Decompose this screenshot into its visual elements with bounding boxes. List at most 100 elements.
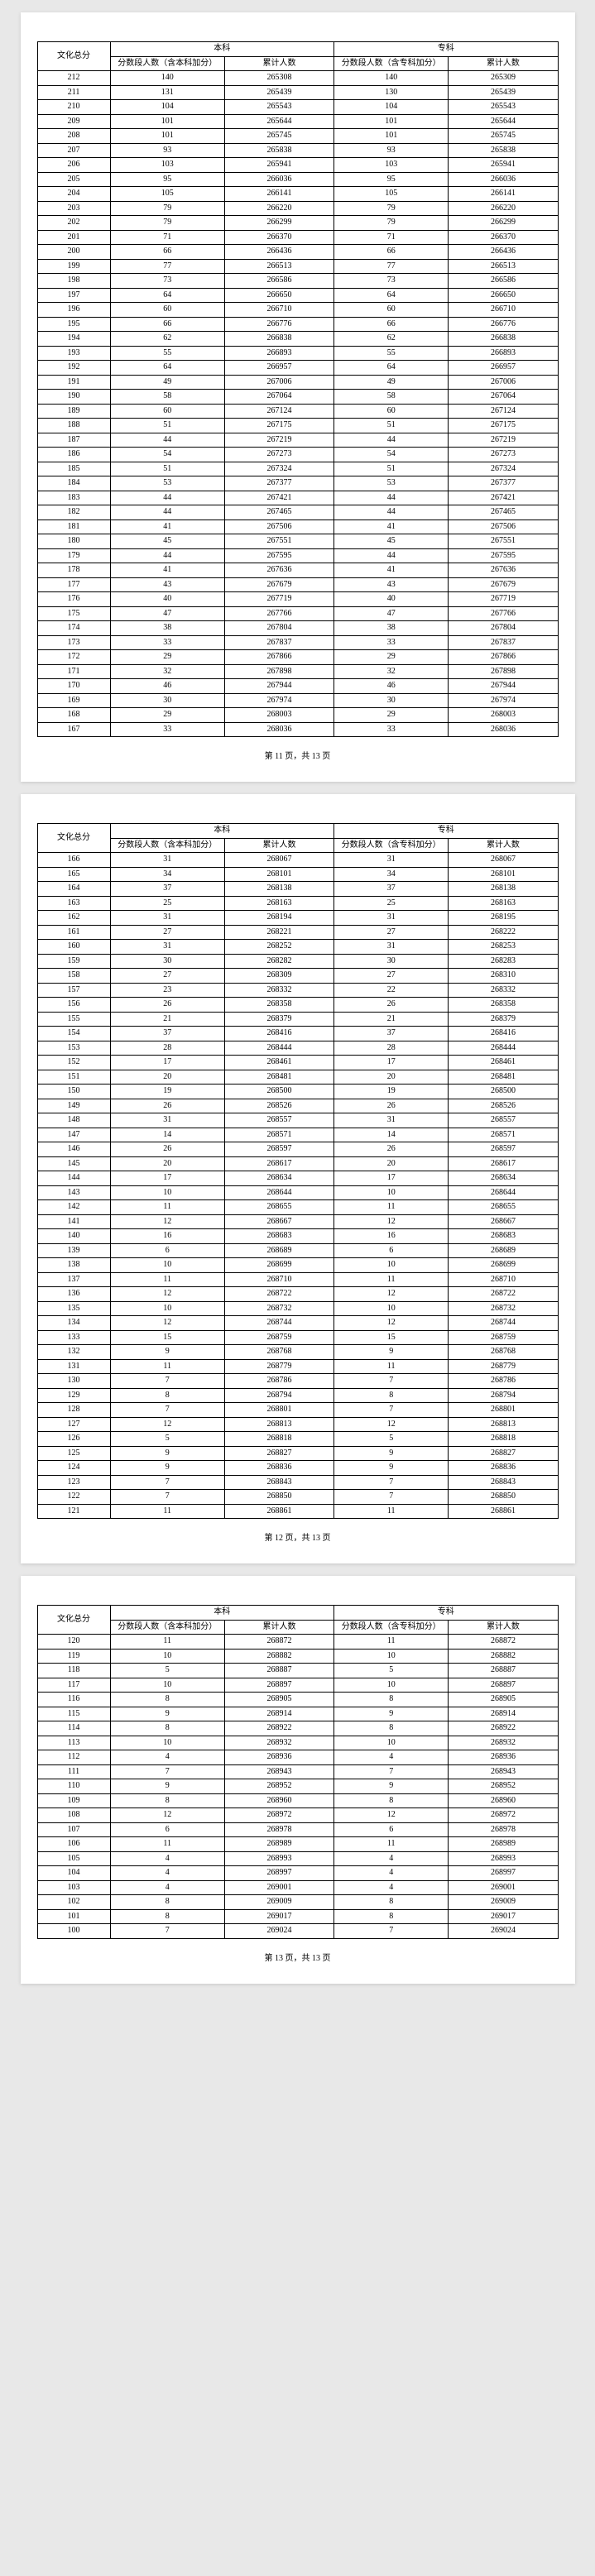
cell: 60 (334, 404, 449, 419)
cell: 268036 (224, 722, 333, 737)
cell: 268332 (224, 983, 333, 998)
cell: 51 (110, 462, 224, 476)
cell: 156 (37, 998, 110, 1013)
cell: 10 (110, 1649, 224, 1664)
cell: 180 (37, 534, 110, 549)
table-row: 2017126637071266370 (37, 230, 558, 245)
table-row: 1653426810134268101 (37, 867, 558, 882)
cell: 267324 (224, 462, 333, 476)
cell: 265745 (224, 129, 333, 144)
cell: 9 (110, 1446, 224, 1461)
cell: 268310 (449, 969, 558, 984)
cell: 26 (110, 1099, 224, 1113)
cell: 30 (334, 954, 449, 969)
cell: 267866 (224, 650, 333, 665)
table-row: 1612726822127268222 (37, 925, 558, 940)
cell: 268850 (449, 1490, 558, 1505)
cell: 45 (110, 534, 224, 549)
cell: 49 (110, 375, 224, 390)
cell: 40 (334, 592, 449, 607)
table-row: 1521726846117268461 (37, 1056, 558, 1070)
cell: 15 (334, 1330, 449, 1345)
cell: 17 (334, 1056, 449, 1070)
cell: 144 (37, 1171, 110, 1186)
cell: 267944 (449, 679, 558, 694)
cell: 33 (334, 635, 449, 650)
cell: 4 (334, 1866, 449, 1881)
cell: 38 (110, 621, 224, 636)
cell: 267465 (224, 505, 333, 520)
table-row: 12272688507268850 (37, 1490, 558, 1505)
cell: 268332 (449, 983, 558, 998)
cell: 174 (37, 621, 110, 636)
cell: 28 (110, 1041, 224, 1056)
cell: 8 (110, 1895, 224, 1910)
cell: 267866 (449, 650, 558, 665)
table-row: 1421126865511268655 (37, 1200, 558, 1215)
cell: 268922 (449, 1721, 558, 1736)
cell: 185 (37, 462, 110, 476)
cell: 266776 (449, 317, 558, 332)
cell: 268644 (449, 1185, 558, 1200)
cell: 267273 (449, 448, 558, 462)
cell: 4 (334, 1750, 449, 1765)
cell: 112 (37, 1750, 110, 1765)
cell: 268972 (449, 1808, 558, 1823)
cell: 7 (110, 1490, 224, 1505)
cell: 33 (110, 635, 224, 650)
cell: 165 (37, 867, 110, 882)
cell: 44 (334, 491, 449, 505)
table-row: 1764026771940267719 (37, 592, 558, 607)
cell: 41 (110, 563, 224, 578)
cell: 268526 (224, 1099, 333, 1113)
cell: 58 (334, 390, 449, 405)
cell: 268827 (224, 1446, 333, 1461)
cell: 11 (334, 1504, 449, 1519)
cell: 17 (110, 1171, 224, 1186)
cell: 268689 (224, 1243, 333, 1258)
cell: 266838 (449, 332, 558, 347)
cell: 267766 (224, 606, 333, 621)
cell: 8 (110, 1693, 224, 1707)
table-row: 212140265308140265309 (37, 71, 558, 86)
cell: 267273 (224, 448, 333, 462)
table-row: 1532826844428268444 (37, 1041, 558, 1056)
cell: 266838 (224, 332, 333, 347)
cell: 8 (334, 1909, 449, 1924)
col-group-zk: 专科 (334, 824, 559, 839)
cell: 211 (37, 85, 110, 100)
table-row: 11682689058268905 (37, 1693, 558, 1707)
cell: 266220 (449, 201, 558, 216)
cell: 6 (334, 1822, 449, 1837)
cell: 267595 (224, 548, 333, 563)
cell: 178 (37, 563, 110, 578)
cell: 148 (37, 1113, 110, 1128)
table-row: 11172689437268943 (37, 1764, 558, 1779)
page-footer: 第 11 页，共 13 页 (37, 749, 559, 761)
cell: 11 (110, 1635, 224, 1650)
cell: 4 (110, 1866, 224, 1881)
cell: 22 (334, 983, 449, 998)
cell: 140 (334, 71, 449, 86)
cell: 266957 (449, 361, 558, 376)
cell: 208 (37, 129, 110, 144)
cell: 175 (37, 606, 110, 621)
table-row: 1814126750641267506 (37, 520, 558, 534)
cell: 29 (334, 650, 449, 665)
cell: 23 (110, 983, 224, 998)
cell: 268993 (449, 1851, 558, 1866)
cell: 164 (37, 882, 110, 897)
cell: 9 (110, 1461, 224, 1476)
table-row: 1211126886111268861 (37, 1504, 558, 1519)
cell: 268194 (224, 911, 333, 926)
cell: 17 (110, 1056, 224, 1070)
cell: 16 (334, 1229, 449, 1244)
table-row: 1673326803633268036 (37, 722, 558, 737)
cell: 265838 (224, 143, 333, 158)
cell: 268993 (224, 1851, 333, 1866)
cell: 267124 (224, 404, 333, 419)
cell: 267719 (449, 592, 558, 607)
table-row: 1543726841637268416 (37, 1027, 558, 1041)
cell: 170 (37, 679, 110, 694)
cell: 190 (37, 390, 110, 405)
